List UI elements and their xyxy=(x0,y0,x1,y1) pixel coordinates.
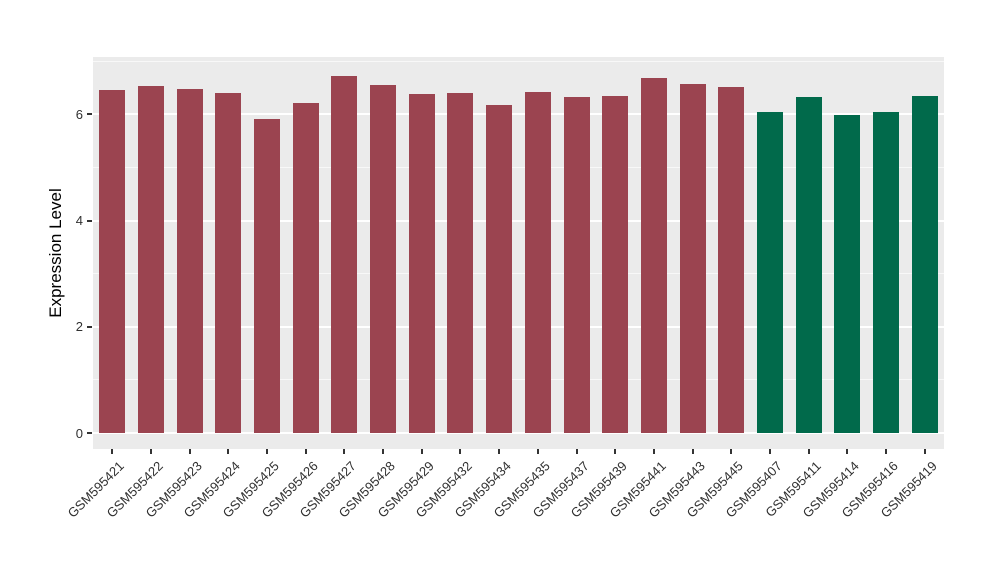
x-tick-mark xyxy=(536,449,539,454)
gridline-major xyxy=(93,219,944,222)
bar-GSM595434 xyxy=(486,105,513,433)
bar-GSM595422 xyxy=(138,85,165,433)
x-tick-mark xyxy=(188,449,191,454)
x-tick-mark xyxy=(459,449,462,454)
bar-GSM595437 xyxy=(563,96,590,433)
bar-GSM595414 xyxy=(834,115,861,433)
bar-GSM595425 xyxy=(254,118,281,433)
bar-GSM595439 xyxy=(602,95,629,433)
y-tick-mark xyxy=(87,219,92,222)
x-tick-mark xyxy=(807,449,810,454)
gridline-minor xyxy=(93,60,944,62)
gridline-minor xyxy=(93,167,944,168)
x-tick-mark xyxy=(304,449,307,454)
x-tick-mark xyxy=(227,449,230,454)
x-tick-mark xyxy=(884,449,887,454)
y-axis-title: Expression Level xyxy=(46,188,65,318)
bar-GSM595435 xyxy=(524,92,551,433)
x-tick-mark xyxy=(420,449,423,454)
plot-panel xyxy=(93,57,944,449)
x-tick-mark xyxy=(652,449,655,454)
bar-GSM595445 xyxy=(718,87,745,433)
bar-GSM595424 xyxy=(215,93,242,433)
bar-GSM595423 xyxy=(176,89,203,433)
x-tick-mark xyxy=(730,449,733,454)
x-tick-mark xyxy=(614,449,617,454)
y-tick-label: 0 xyxy=(75,425,83,441)
x-tick-mark xyxy=(691,449,694,454)
x-tick-mark xyxy=(382,449,385,454)
bar-GSM595429 xyxy=(408,94,435,433)
gridline-minor xyxy=(93,273,944,275)
y-tick-label: 2 xyxy=(75,319,83,335)
y-tick-label: 4 xyxy=(75,213,83,229)
bar-GSM595411 xyxy=(795,96,822,433)
x-tick-mark xyxy=(846,449,849,454)
gridline-major xyxy=(93,432,944,434)
x-tick-mark xyxy=(266,449,269,454)
gridline-major xyxy=(93,325,944,328)
x-tick-mark xyxy=(343,449,346,454)
y-tick-mark xyxy=(87,432,92,434)
bar-GSM595407 xyxy=(756,112,783,433)
bar-GSM595441 xyxy=(640,78,667,433)
bar-GSM595428 xyxy=(370,85,397,433)
y-tick-mark xyxy=(87,113,92,116)
bar-GSM595419 xyxy=(911,95,938,433)
x-tick-mark xyxy=(923,449,926,454)
bar-GSM595426 xyxy=(292,102,319,433)
gridline-major xyxy=(93,113,944,116)
bar-GSM595427 xyxy=(331,75,358,433)
x-tick-mark xyxy=(768,449,771,454)
x-tick-mark xyxy=(150,449,153,454)
bar-GSM595432 xyxy=(447,93,474,433)
bar-GSM595421 xyxy=(99,89,126,433)
bar-GSM595443 xyxy=(679,83,706,433)
x-tick-mark xyxy=(575,449,578,454)
bar-GSM595416 xyxy=(872,112,899,433)
y-tick-mark xyxy=(87,325,92,328)
gridline-minor xyxy=(93,379,944,381)
y-tick-label: 6 xyxy=(75,106,83,122)
x-tick-mark xyxy=(111,449,114,454)
x-tick-mark xyxy=(498,449,501,454)
